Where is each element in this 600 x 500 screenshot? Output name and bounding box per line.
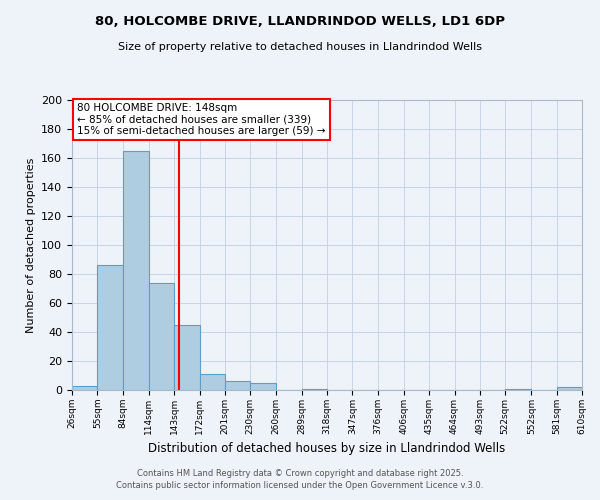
Bar [72,386,97,390]
Text: 80 HOLCOMBE DRIVE: 148sqm
← 85% of detached houses are smaller (339)
15% of semi: 80 HOLCOMBE DRIVE: 148sqm ← 85% of detac… [77,103,326,136]
Text: Contains public sector information licensed under the Open Government Licence v.: Contains public sector information licen… [116,481,484,490]
Bar [225,382,250,390]
Bar [557,387,582,390]
Text: Size of property relative to detached houses in Llandrindod Wells: Size of property relative to detached ho… [118,42,482,52]
Bar [505,388,532,390]
Bar [97,266,122,390]
Bar [174,325,199,390]
Text: Contains HM Land Registry data © Crown copyright and database right 2025.: Contains HM Land Registry data © Crown c… [137,468,463,477]
Bar [250,383,277,390]
Bar [302,388,327,390]
Bar [149,282,174,390]
Y-axis label: Number of detached properties: Number of detached properties [26,158,35,332]
Text: 80, HOLCOMBE DRIVE, LLANDRINDOD WELLS, LD1 6DP: 80, HOLCOMBE DRIVE, LLANDRINDOD WELLS, L… [95,15,505,28]
Bar [199,374,225,390]
X-axis label: Distribution of detached houses by size in Llandrindod Wells: Distribution of detached houses by size … [148,442,506,456]
Bar [122,151,149,390]
